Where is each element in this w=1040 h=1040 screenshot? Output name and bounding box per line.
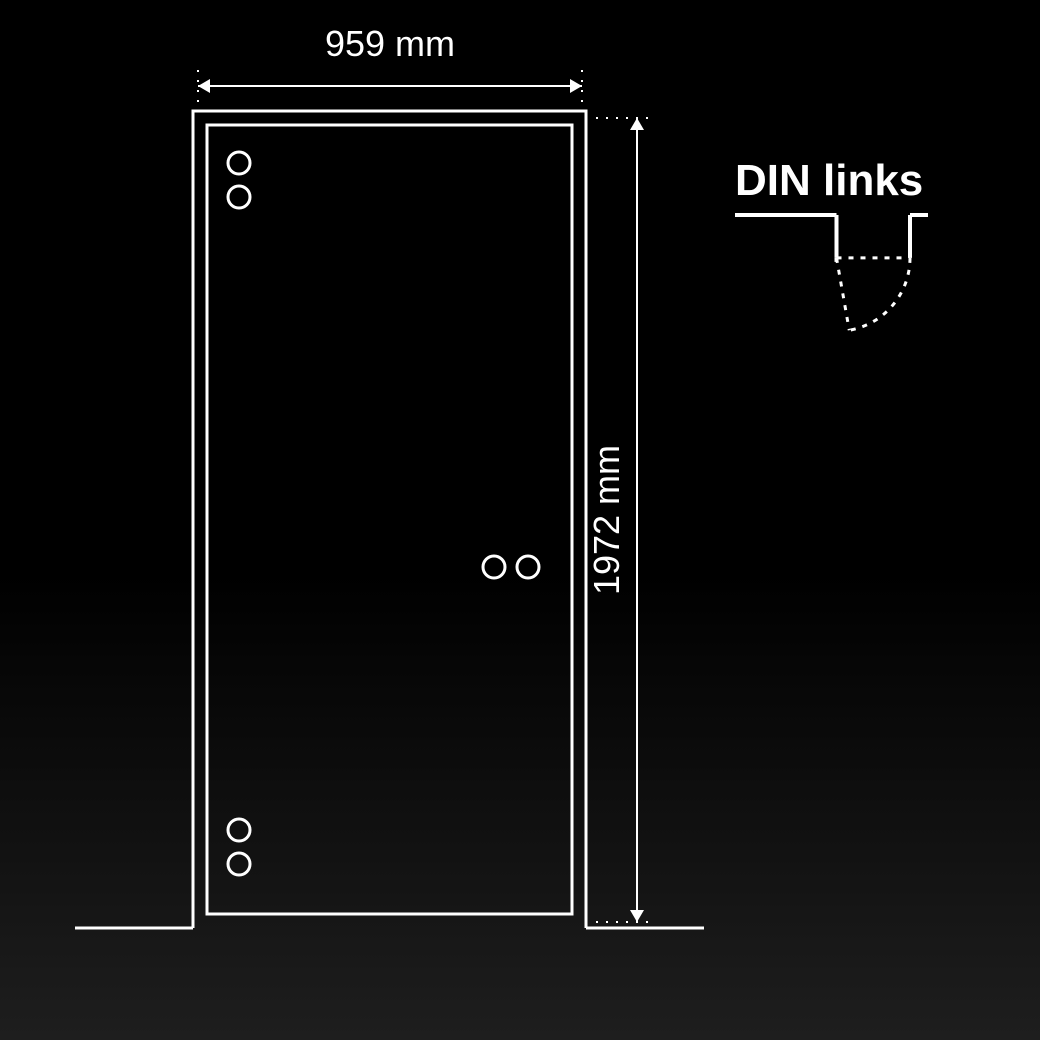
height-dimension-label: 1972 mm (586, 445, 627, 595)
width-dimension-label: 959 mm (325, 23, 455, 64)
din-label: DIN links (735, 156, 923, 205)
